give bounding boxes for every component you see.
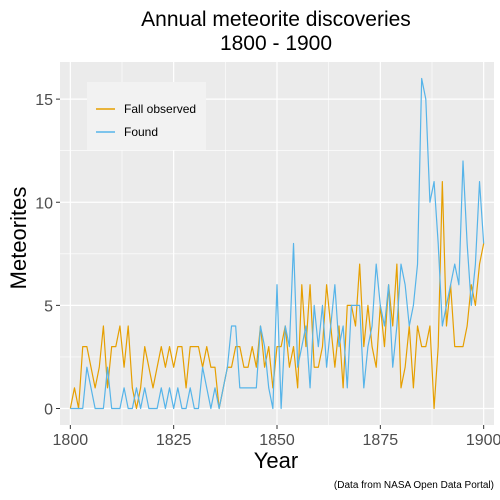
legend-background [87,82,206,150]
legend: Fall observed Found [87,82,206,150]
series-line-found [70,77,485,410]
legend-label-found: Found [124,125,158,139]
y-tick-label: 0 [44,402,53,419]
x-tick-label: 1825 [156,432,192,449]
series-line-fall-observed [69,181,485,410]
chart-caption: (Data from NASA Open Data Portal) [334,480,494,491]
legend-label-fall-observed: Fall observed [124,102,196,116]
x-tick-label: 1900 [466,432,500,449]
x-tick-label: 1800 [53,432,89,449]
y-axis-title: Meteorites [6,187,31,290]
x-axis-title: Year [254,448,298,473]
x-tick-label: 1875 [363,432,399,449]
y-tick-label: 15 [35,92,53,109]
y-tick-label: 5 [44,298,53,315]
chart-title-line-1: Annual meteorite discoveries [141,8,411,31]
x-tick-label: 1850 [259,432,295,449]
y-tick-label: 10 [35,195,53,212]
chart-title-line-2: 1800 - 1900 [220,32,332,55]
